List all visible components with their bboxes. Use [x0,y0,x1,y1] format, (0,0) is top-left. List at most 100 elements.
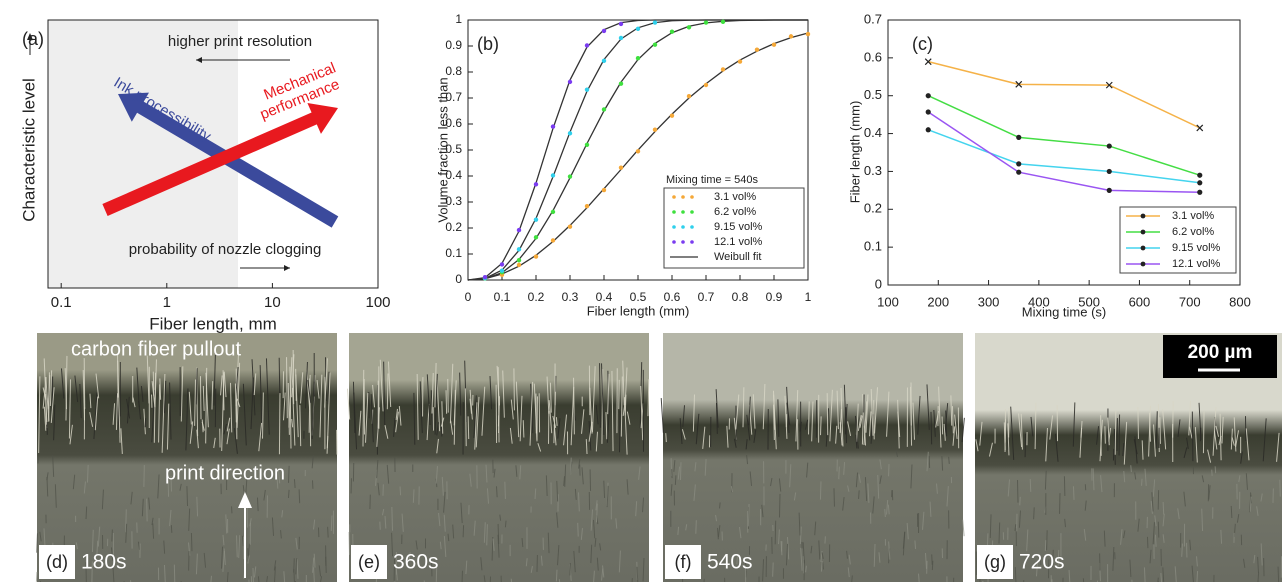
fiber [912,402,915,440]
texture [287,489,290,499]
panel-time: 360s [393,551,439,574]
texture [260,466,263,480]
texture [72,474,76,490]
texture [1144,468,1147,486]
fiber [804,419,809,430]
x-axis-label: Mixing time (s) [1022,304,1107,319]
fiber [510,399,514,420]
texture [277,468,281,484]
legend-marker [681,240,685,244]
x-tick-label: 0.8 [732,290,749,304]
texture [762,559,765,582]
fiber [1122,443,1125,457]
marker [1106,187,1112,193]
fiber [519,395,523,442]
fiber [450,420,454,435]
fiber [1231,437,1235,446]
y-tick-label: 0.5 [445,142,462,156]
fiber [473,395,477,438]
fiber [1230,428,1233,450]
fiber [855,434,858,449]
x-tick-label: 0.1 [494,290,511,304]
texture [296,559,299,579]
texture [884,509,886,518]
fiber [262,392,264,439]
data-point [720,67,726,72]
fiber [498,396,501,433]
fiber [917,395,921,435]
fiber [748,396,751,426]
data-point [771,42,777,47]
texture [1257,572,1260,582]
fiber [1276,432,1280,462]
texture [1026,529,1029,552]
data-point [567,131,573,136]
texture [52,455,55,477]
texture [486,488,489,504]
legend-marker [690,195,694,199]
texture [877,474,880,499]
fiber [253,373,257,396]
fiber [874,387,879,434]
x-tick-label: 100 [365,294,390,311]
texture [499,514,502,521]
fiber [952,426,956,446]
fiber [201,421,205,431]
fiber [436,422,439,436]
texture [443,491,446,513]
texture [504,481,506,499]
fiber [126,396,130,424]
fiber [449,363,454,424]
texture [493,468,496,478]
texture [1230,505,1233,518]
texture [408,552,411,561]
y-tick-label: 0 [875,276,882,291]
texture [1151,492,1154,512]
fiber [65,355,68,421]
fiber [840,387,844,447]
fiber [954,414,958,439]
fiber [606,410,610,443]
texture [86,464,89,483]
texture [596,557,599,571]
y-axis-label: Fiber length (mm) [847,101,862,204]
x-tick-label: 0 [465,290,472,304]
y-tick-label: 0.2 [445,220,462,234]
texture [578,459,581,469]
fiber [786,386,790,434]
texture [1196,556,1198,567]
fiber [370,394,374,443]
fiber [196,429,199,449]
fiber [213,437,216,449]
texture [1134,472,1137,480]
plot-frame [887,19,1241,286]
texture [273,560,277,571]
legend-label: 3.1 vol% [714,191,756,203]
texture [447,533,450,542]
fiber [624,367,628,406]
fiber [74,375,79,403]
data-point [652,20,658,25]
texture [245,477,248,495]
texture [739,527,742,539]
fiber [752,394,756,429]
x-tick-label: 400 [1028,294,1050,309]
fiber [159,378,162,400]
fiber [820,416,822,436]
fiber [715,389,719,428]
fiber [847,421,852,436]
fiber [869,411,872,437]
texture [288,465,290,483]
texture [906,522,909,540]
y-tick-label: 0.5 [864,87,882,102]
texture [1191,565,1194,582]
fiber [595,405,599,425]
texture [785,543,789,566]
texture [85,506,88,520]
fiber [746,414,751,441]
texture [1260,543,1263,566]
fiber [856,403,859,442]
texture [867,483,870,503]
texture [810,545,813,554]
